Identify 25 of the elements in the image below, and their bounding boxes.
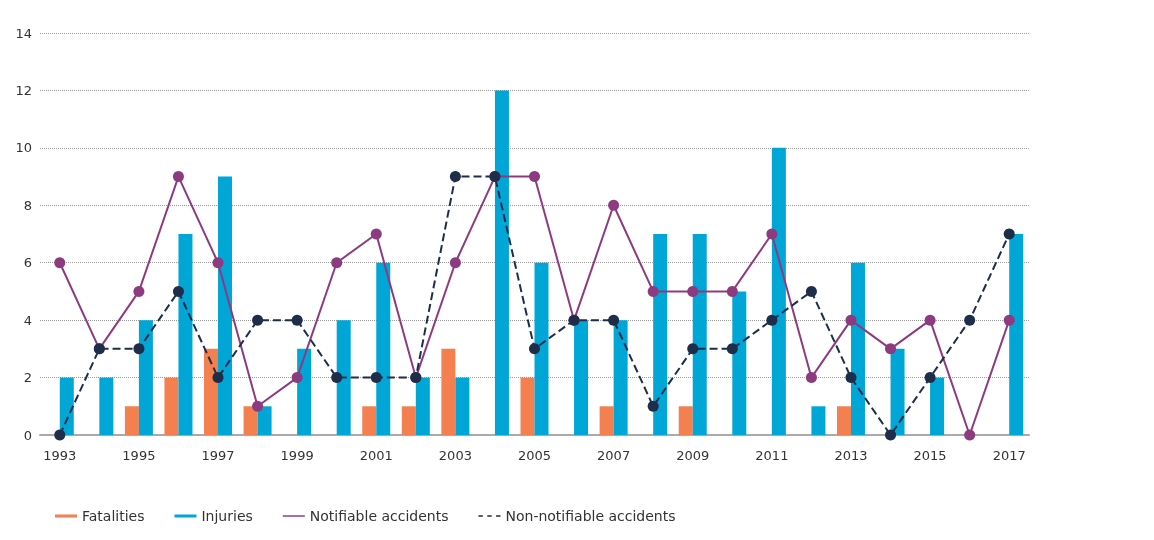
y-tick-label: 10 [15, 140, 32, 156]
x-tick-label: 2007 [597, 448, 631, 463]
legend-label: Injuries [201, 508, 253, 524]
y-tick-label: 12 [15, 82, 32, 98]
x-tick-label: 1993 [43, 448, 77, 463]
x-tick-label: 2003 [438, 448, 472, 463]
y-tick-label: 6 [23, 255, 32, 271]
x-tick-label: 2001 [359, 448, 393, 463]
y-tick-label: 14 [15, 25, 32, 41]
x-tick-label: 1995 [122, 448, 156, 463]
x-tick-label: 2005 [517, 448, 552, 463]
y-tick-label: 0 [23, 427, 32, 443]
legend-label: Non-notifiable accidents [505, 508, 676, 524]
y-tick-label: 2 [23, 370, 32, 386]
x-tick-label: 2017 [992, 448, 1026, 463]
x-tick-label: 2015 [913, 448, 947, 463]
y-tick-label: 4 [23, 312, 32, 328]
legend-label: Notifiable accidents [309, 508, 449, 524]
legend-label: Fatalities [82, 508, 145, 524]
x-tick-label: 2009 [676, 448, 710, 463]
x-tick-label: 1997 [201, 448, 235, 463]
y-tick-label: 8 [23, 197, 32, 213]
x-tick-label: 2011 [755, 448, 789, 463]
x-tick-label: 1999 [280, 448, 314, 463]
x-tick-label: 2013 [834, 448, 868, 463]
